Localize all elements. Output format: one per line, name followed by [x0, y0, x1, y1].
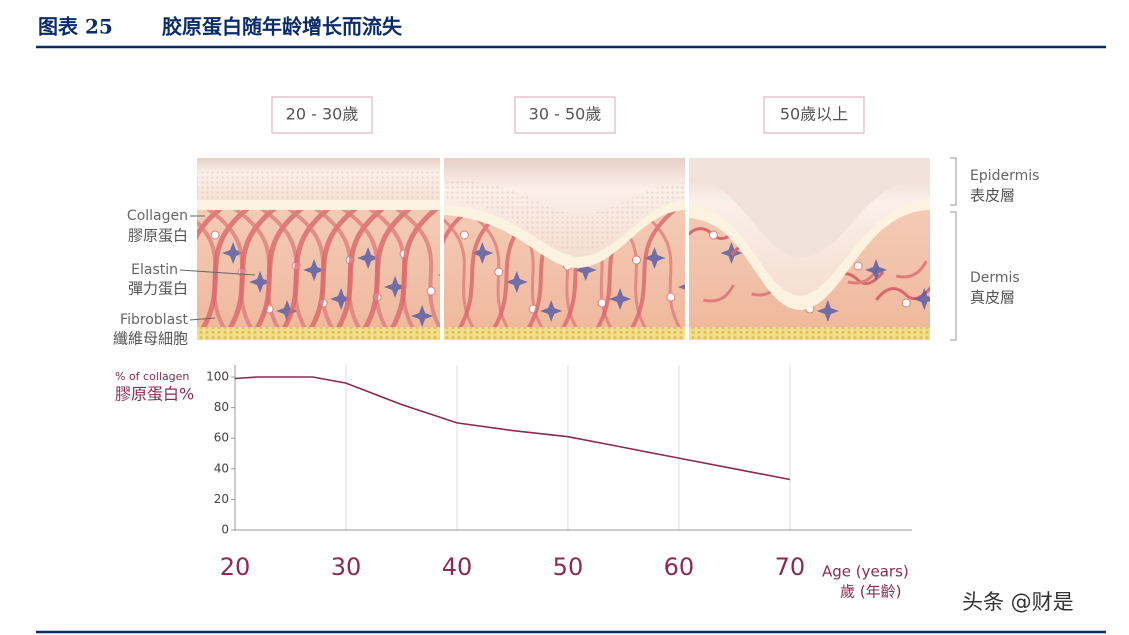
fibroblast [901, 298, 911, 308]
stage-box [763, 96, 865, 134]
layer-en: Epidermis [970, 168, 1039, 184]
leader [189, 317, 216, 321]
callout-en: Fibroblast [120, 312, 188, 328]
collagen-fiber [703, 284, 735, 303]
x-tick-label: 50 [553, 553, 584, 581]
collagen-fiber [390, 203, 440, 332]
fibroblast [210, 230, 220, 240]
elastin-star [411, 305, 434, 327]
layer-zh: 真皮層 [970, 289, 1015, 307]
elastin-star [303, 259, 326, 281]
collagen-fiber [253, 203, 308, 332]
fibroblast [494, 267, 504, 277]
callout-zh: 膠原蛋白 [128, 227, 188, 245]
elastin-star [222, 242, 245, 264]
collagen-fiber [895, 260, 928, 279]
elastin-star [643, 247, 666, 269]
x-tick-label: 60 [664, 553, 695, 581]
callout-en: Collagen [127, 208, 188, 224]
y-tick-label: 20 [214, 492, 229, 506]
elastin-star [330, 288, 353, 310]
x-tick-label: 70 [775, 553, 806, 581]
fibroblast [708, 230, 718, 240]
stage-box [271, 96, 373, 134]
elastin-star [384, 276, 407, 298]
collagen-fiber [280, 203, 335, 332]
elastin-star [574, 259, 597, 281]
collagen-fiber [334, 203, 389, 332]
x-tick-label: 20 [220, 553, 251, 581]
bracket [950, 157, 957, 341]
elastin-star [913, 288, 930, 310]
elastin-star [540, 300, 563, 322]
fibroblast [853, 261, 863, 271]
elastin-star [357, 247, 380, 269]
skin-panel [444, 158, 685, 340]
layer-zh: 表皮層 [970, 187, 1015, 205]
skin-illustration [197, 158, 930, 340]
fibroblast [631, 255, 641, 265]
elastin-star [677, 284, 685, 290]
x-tick-label: 30 [331, 553, 362, 581]
elastin-star [276, 300, 299, 322]
y-tick-label: 100 [206, 370, 229, 384]
stage-box [514, 96, 616, 134]
elastin-star [816, 300, 839, 322]
fibroblast [459, 230, 469, 240]
x-axis-label-en: Age (years) [822, 563, 909, 581]
collagen-fiber [361, 203, 416, 332]
collagen-fiber [199, 203, 254, 332]
elastin-star [249, 271, 272, 293]
skin-panel [689, 158, 930, 340]
layer-en: Dermis [970, 270, 1020, 286]
watermark: 头条 @财是 [962, 590, 1074, 614]
y-tick-label: 80 [214, 400, 229, 414]
x-tick-label: 40 [442, 553, 473, 581]
elastin-star [609, 288, 632, 310]
y-tick-label: 40 [214, 461, 229, 475]
collagen-fiber [307, 203, 362, 332]
collagen-fiber [629, 203, 683, 332]
x-axis-label-zh: 歲 (年齡) [840, 583, 901, 601]
callout-en: Elastin [131, 262, 178, 278]
leader [179, 269, 256, 276]
y-axis-label-zh: 膠原蛋白% [115, 385, 194, 404]
fibroblast [426, 286, 436, 296]
y-axis-label-en: % of collagen [115, 370, 189, 383]
stage-label: 20 - 30歲 [286, 105, 359, 124]
collagen-line [234, 376, 791, 481]
line-chart: 20 30 40 50 60 70 0 20 40 60 80 100 [206, 365, 912, 581]
elastin-star [865, 259, 888, 281]
figure-label: 图表 25 [38, 15, 113, 39]
collagen-fiber [388, 203, 440, 332]
fibroblast [666, 292, 676, 302]
collagen-fiber [197, 203, 227, 241]
elastin-star [505, 271, 528, 293]
collagen-fiber [226, 203, 281, 332]
stage-label: 50歲以上 [780, 105, 848, 124]
figure-title: 胶原蛋白随年龄增长而流失 [162, 15, 403, 39]
elastin-star [471, 242, 494, 264]
y-tick-label: 0 [221, 523, 229, 537]
stage-label: 30 - 50歲 [529, 105, 602, 124]
callout-zh: 彈力蛋白 [128, 280, 188, 298]
callout-zh: 纖維母細胞 [113, 330, 188, 348]
collagen-fiber [444, 203, 476, 246]
y-tick-label: 60 [214, 431, 229, 445]
elastin-star [438, 274, 440, 276]
skin-panel [197, 158, 440, 340]
